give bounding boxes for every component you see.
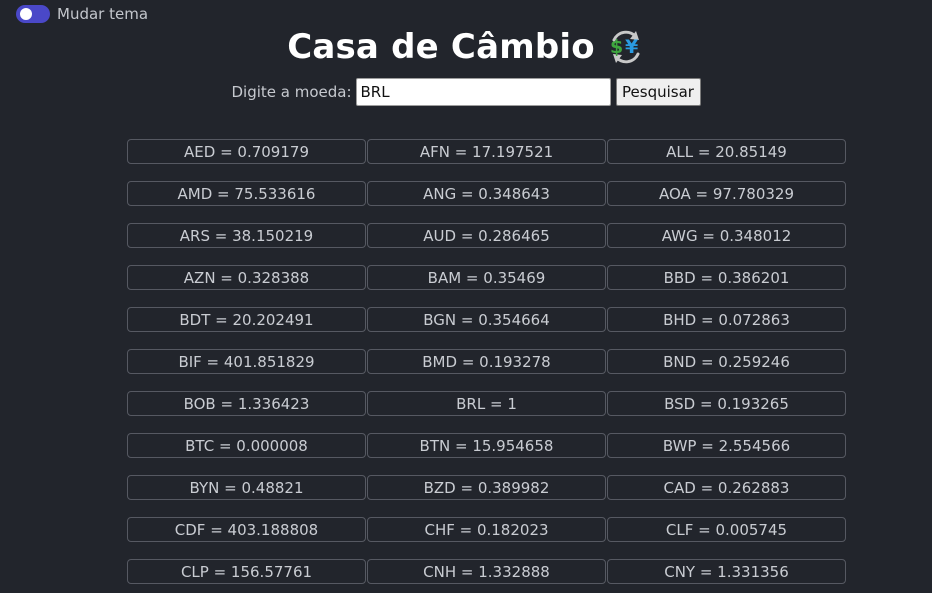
rate-card: BBD = 0.386201 (607, 265, 846, 290)
rate-card: BDT = 20.202491 (127, 307, 366, 332)
search-bar: Digite a moeda: Pesquisar (0, 78, 932, 106)
rate-card: CNY = 1.331356 (607, 559, 846, 584)
theme-toggle[interactable]: Mudar tema (16, 3, 148, 25)
rate-card: BZD = 0.389982 (367, 475, 606, 500)
rate-card: CAD = 0.262883 (607, 475, 846, 500)
rate-card: AZN = 0.328388 (127, 265, 366, 290)
rate-card: BYN = 0.48821 (127, 475, 366, 500)
rate-card: BTN = 15.954658 (367, 433, 606, 458)
rate-card: AOA = 97.780329 (607, 181, 846, 206)
currency-exchange-icon: $ ¥ (607, 28, 645, 66)
search-label: Digite a moeda: (231, 83, 352, 101)
header: Casa de Câmbio $ ¥ (0, 24, 932, 70)
rate-card: AWG = 0.348012 (607, 223, 846, 248)
svg-text:$: $ (610, 36, 623, 58)
theme-switch[interactable] (16, 5, 50, 23)
rate-card: BWP = 2.554566 (607, 433, 846, 458)
rate-card: AMD = 75.533616 (127, 181, 366, 206)
rate-card: BND = 0.259246 (607, 349, 846, 374)
search-button[interactable]: Pesquisar (615, 78, 701, 106)
rate-card: BTC = 0.000008 (127, 433, 366, 458)
rate-card: CDF = 403.188808 (127, 517, 366, 542)
svg-text:¥: ¥ (625, 36, 638, 58)
page-title: Casa de Câmbio (287, 27, 595, 67)
currency-search-input[interactable] (355, 78, 611, 106)
switch-knob (20, 8, 32, 20)
rate-card: BIF = 401.851829 (127, 349, 366, 374)
rate-card: CLP = 156.57761 (127, 559, 366, 584)
rate-card: BGN = 0.354664 (367, 307, 606, 332)
rate-card: BHD = 0.072863 (607, 307, 846, 332)
rate-card: AUD = 0.286465 (367, 223, 606, 248)
rate-card: BMD = 0.193278 (367, 349, 606, 374)
exchange-rates-grid: AED = 0.709179 AFN = 17.197521 ALL = 20.85… (127, 139, 847, 584)
theme-toggle-label: Mudar tema (57, 5, 149, 23)
rate-card: CHF = 0.182023 (367, 517, 606, 542)
rate-card: CNH = 1.332888 (367, 559, 606, 584)
rate-card: ALL = 20.85149 (607, 139, 846, 164)
rate-card: BSD = 0.193265 (607, 391, 846, 416)
rate-card: AED = 0.709179 (127, 139, 366, 164)
rate-card: BAM = 0.35469 (367, 265, 606, 290)
rate-card: BOB = 1.336423 (127, 391, 366, 416)
rate-card: ANG = 0.348643 (367, 181, 606, 206)
rate-card: CLF = 0.005745 (607, 517, 846, 542)
rate-card: AFN = 17.197521 (367, 139, 606, 164)
rate-card: ARS = 38.150219 (127, 223, 366, 248)
rate-card: BRL = 1 (367, 391, 606, 416)
